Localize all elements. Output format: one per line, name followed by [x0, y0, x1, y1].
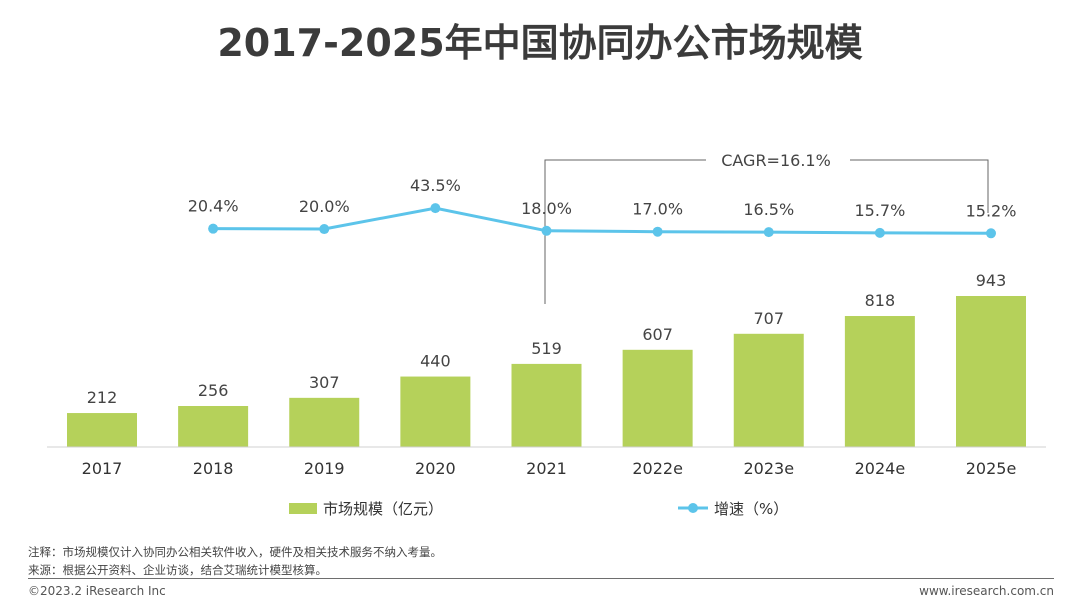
legend-bar-swatch	[289, 503, 317, 514]
bar-2025e	[956, 296, 1026, 447]
growth-value-label: 16.5%	[743, 200, 794, 219]
x-tick-label: 2025e	[966, 459, 1017, 478]
growth-value-label: 20.4%	[188, 197, 239, 216]
growth-value-label: 18.0%	[521, 199, 572, 218]
growth-point	[430, 203, 441, 214]
x-tick-label: 2019	[304, 459, 345, 478]
x-tick-label: 2021	[526, 459, 567, 478]
x-tick-label: 2020	[415, 459, 456, 478]
bar-labels-layer: 212 256 307 440 519 607 707 818 943	[87, 271, 1007, 407]
footnote: 注释：市场规模仅计入协同办公相关软件收入，硬件及相关技术服务不纳入考量。	[28, 545, 442, 559]
bar-2019	[289, 397, 360, 447]
cagr-label: CAGR=16.1%	[721, 151, 831, 170]
legend-line-marker	[688, 503, 698, 513]
growth-point	[986, 228, 996, 239]
source-note: 来源：根据公开资料、企业访谈，结合艾瑞统计模型核算。	[28, 563, 327, 577]
growth-value-label: 17.0%	[632, 200, 683, 219]
x-tick-label: 2023e	[743, 459, 794, 478]
bar-value-label: 943	[976, 271, 1007, 290]
growth-point	[319, 224, 330, 235]
legend-bar-label: 市场规模（亿元）	[323, 500, 443, 518]
growth-line-layer	[208, 203, 996, 239]
bar-value-label: 607	[642, 325, 673, 344]
chart: 212 256 307 440 519 607 707 818 943 2017 2018 2019…	[47, 151, 1046, 518]
x-tick-label: 2018	[193, 459, 234, 478]
website-link[interactable]: www.iresearch.com.cn	[919, 584, 1054, 598]
growth-value-label: 43.5%	[410, 176, 461, 195]
x-tick-label: 2017	[82, 459, 123, 478]
bar-2018	[178, 406, 249, 447]
growth-value-label: 20.0%	[299, 197, 350, 216]
growth-line	[213, 206, 992, 235]
bar-value-label: 212	[87, 388, 118, 407]
legend: 市场规模（亿元） 增速（%）	[289, 500, 788, 518]
bar-value-label: 519	[531, 339, 562, 358]
bar-value-label: 307	[309, 373, 340, 392]
bar-2023e	[733, 333, 804, 447]
growth-point	[208, 223, 219, 234]
footer-divider	[28, 578, 1054, 579]
x-tick-label: 2022e	[632, 459, 683, 478]
bars-layer	[67, 296, 1026, 447]
legend-line-label: 增速（%）	[714, 500, 788, 518]
growth-value-label: 15.7%	[854, 201, 905, 220]
copyright: ©2023.2 iResearch Inc	[28, 584, 166, 598]
bar-2022e	[622, 349, 693, 447]
growth-value-label: 15.2%	[966, 201, 1017, 220]
cagr-annotation: CAGR=16.1%	[544, 151, 989, 304]
chart-title: 2017-2025年中国协同办公市场规模	[217, 21, 863, 65]
growth-labels-layer: 20.4% 20.0% 43.5% 18.0% 17.0% 16.5% 15.7% 15.2%	[188, 176, 1017, 220]
cagr-bracket-right	[850, 159, 989, 213]
bar-value-label: 707	[753, 309, 784, 328]
bar-value-label: 440	[420, 352, 451, 371]
bar-2017	[67, 413, 137, 447]
x-tick-labels: 2017 2018 2019 2020 2021 2022e 2023e 2024e 2025e	[82, 459, 1017, 478]
x-tick-label: 2024e	[855, 459, 906, 478]
bar-2024e	[844, 316, 915, 447]
growth-point	[652, 226, 663, 237]
bar-value-label: 256	[198, 381, 229, 400]
cagr-bracket-left	[544, 159, 706, 304]
growth-point	[541, 225, 552, 236]
bar-value-label: 818	[865, 291, 896, 310]
growth-point	[874, 227, 885, 238]
bar-2021	[511, 363, 582, 447]
bar-2020	[400, 376, 471, 447]
growth-point	[763, 227, 774, 238]
